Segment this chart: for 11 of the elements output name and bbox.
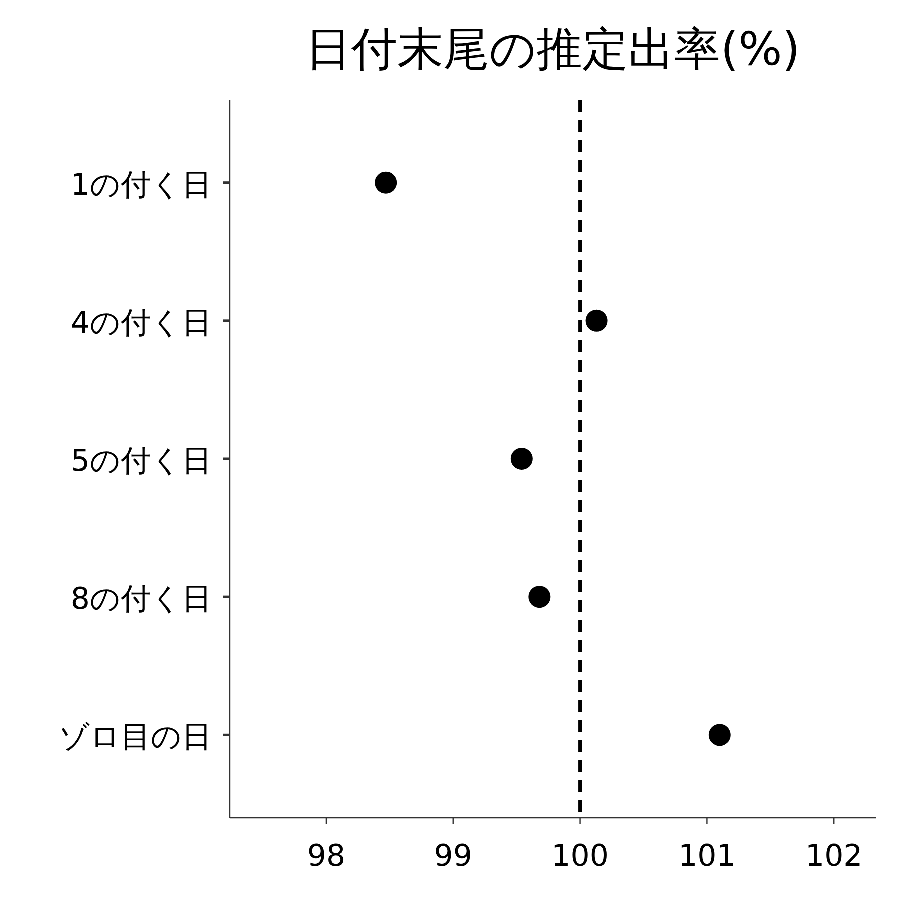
ytick: 5の付く日 bbox=[70, 444, 212, 479]
xtick: 99 bbox=[434, 839, 472, 874]
xtick: 102 bbox=[805, 839, 863, 874]
xtick: 98 bbox=[307, 839, 346, 874]
title: 日付末尾の推定出率(%) bbox=[306, 22, 800, 76]
ytick: 8の付く日 bbox=[70, 582, 212, 618]
xtick: 101 bbox=[678, 839, 736, 874]
ytick: 4の付く日 bbox=[70, 306, 212, 341]
xtick: 100 bbox=[552, 839, 609, 874]
ytick: ゾロ目の日 bbox=[59, 720, 212, 756]
ytick: 1の付く日 bbox=[70, 168, 212, 203]
